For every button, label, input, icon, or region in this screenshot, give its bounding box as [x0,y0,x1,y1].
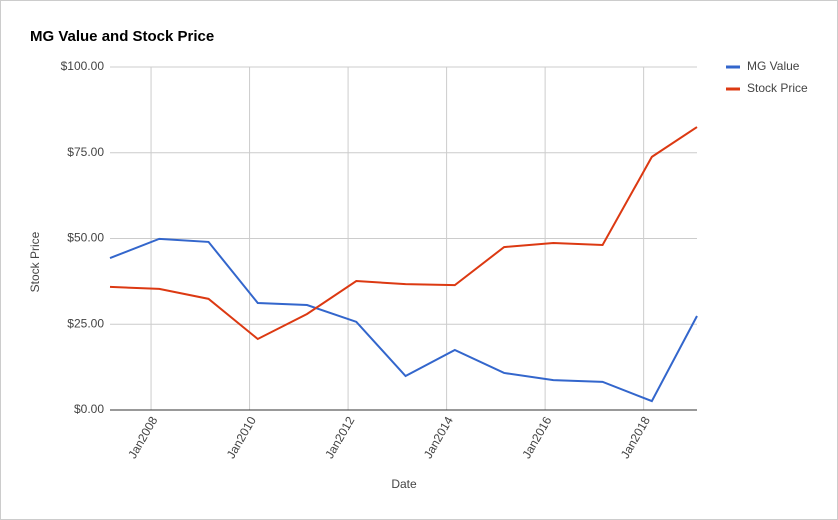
chart-title: MG Value and Stock Price [30,28,214,45]
series-line [109,237,698,403]
y-axis-title: Stock Price [28,231,42,292]
y-tick-label: $50.00 [67,231,104,245]
series-line [109,126,698,341]
y-tick-label: $25.00 [67,316,104,330]
y-tick-label: $75.00 [67,145,104,159]
y-tick-label: $0.00 [74,402,104,416]
x-axis-title: Date [391,477,417,491]
y-tick-label: $100.00 [61,59,105,73]
legend-label: Stock Price [747,81,808,95]
legend-label: MG Value [747,59,800,73]
